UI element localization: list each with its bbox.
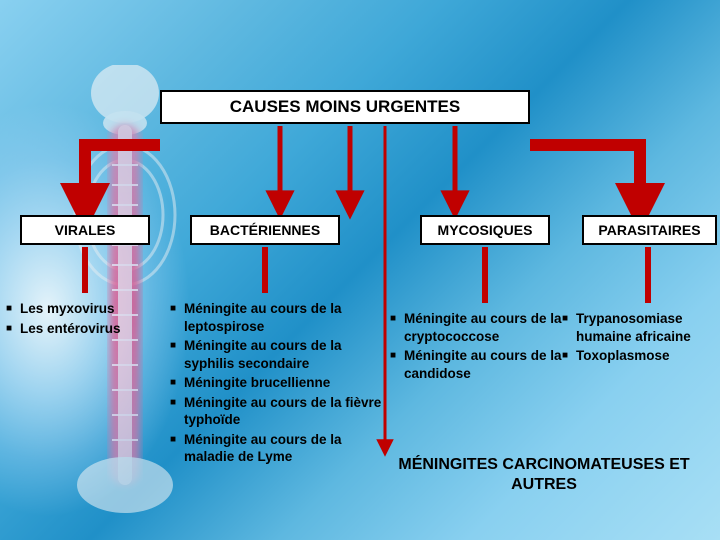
list-item: Méningite au cours de la maladie de Lyme [170, 431, 385, 466]
list-item: Les myxovirus [6, 300, 166, 318]
list-item: Les entérovirus [6, 320, 166, 338]
list-item: Méningite au cours de la fièvre typhoïde [170, 394, 385, 429]
spine-illustration [70, 65, 180, 525]
list-mycosiques: Méningite au cours de la cryptococcose M… [390, 310, 565, 384]
category-bacteriennes: BACTÉRIENNES [190, 215, 340, 245]
list-parasitaires: Trypanosomiase humaine africaine Toxopla… [562, 310, 720, 367]
list-item: Méningite au cours de la cryptococcose [390, 310, 565, 345]
list-item: Trypanosomiase humaine africaine [562, 310, 720, 345]
list-item: Méningite au cours de la candidose [390, 347, 565, 382]
list-virales: Les myxovirus Les entérovirus [6, 300, 166, 339]
footer-text: MÉNINGITES CARCINOMATEUSES ET AUTRES [368, 455, 720, 495]
category-virales: VIRALES [20, 215, 150, 245]
list-item: Méningite au cours de la syphilis second… [170, 337, 385, 372]
category-mycosiques: MYCOSIQUES [420, 215, 550, 245]
category-label: BACTÉRIENNES [210, 222, 320, 238]
list-item: Toxoplasmose [562, 347, 720, 365]
list-item: Méningite au cours de la leptospirose [170, 300, 385, 335]
list-item: Méningite brucellienne [170, 374, 385, 392]
title-box: CAUSES MOINS URGENTES [160, 90, 530, 124]
title-text: CAUSES MOINS URGENTES [230, 97, 460, 117]
category-label: VIRALES [55, 222, 116, 238]
category-label: PARASITAIRES [598, 222, 700, 238]
list-bacteriennes: Méningite au cours de la leptospirose Mé… [170, 300, 385, 468]
category-parasitaires: PARASITAIRES [582, 215, 717, 245]
category-label: MYCOSIQUES [438, 222, 533, 238]
